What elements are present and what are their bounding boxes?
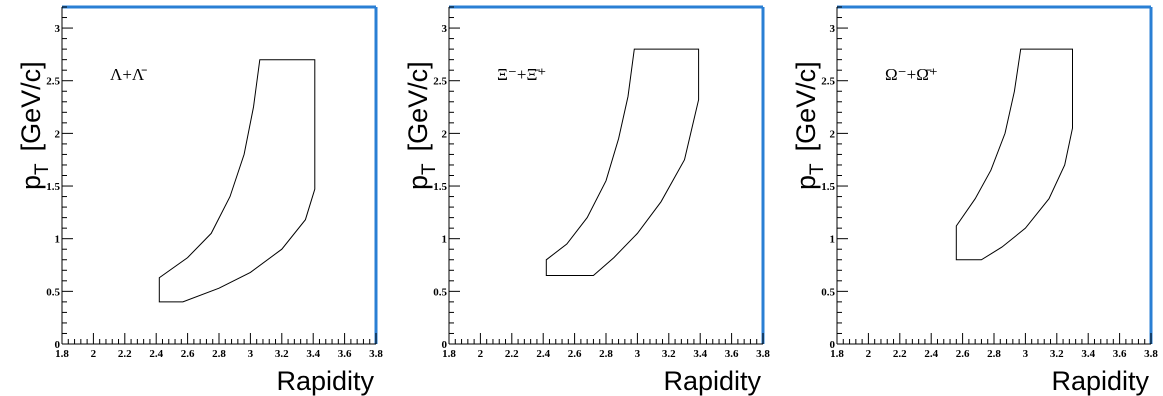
particle-label: Ω⁻+Ω̄⁺ <box>885 65 938 84</box>
panel-lambda: 1.8 2 2.2 2.4 2.6 2.8 3 3.2 3.4 3.6 3.8 0 0.5 1 1.5 2 2.… <box>0 0 388 396</box>
x-tick-label: 2 <box>478 348 484 360</box>
y-tick-label: 2 <box>442 128 448 140</box>
y-tick-label: 3 <box>55 23 61 35</box>
x-tick-label: 1.8 <box>442 348 456 360</box>
y-tick-label: 1 <box>55 234 61 246</box>
x-tick-label: 2.4 <box>536 348 550 360</box>
acceptance-region <box>158 59 316 303</box>
y-tick-label: 0.5 <box>46 286 60 298</box>
x-axis-title: Rapidity <box>1051 366 1149 396</box>
x-tick-label: 3 <box>635 348 641 360</box>
y-tick-label: 1.5 <box>46 181 60 193</box>
y-tick-label: 0 <box>830 339 836 351</box>
y-axis-title-sub: T <box>32 163 53 175</box>
y-tick-label: 1.5 <box>821 181 835 193</box>
x-axis-title: Rapidity <box>663 366 761 396</box>
x-tick-label: 2.6 <box>568 348 582 360</box>
x-tick-label: 2 <box>91 348 97 360</box>
x-tick-label: 2 <box>866 348 872 360</box>
chart-xi: 1.8 2 2.2 2.4 2.6 2.8 3 3.2 3.4 3.6 3.8 0 0.5 1 1.5 2 2.… <box>403 5 770 396</box>
y-tick-label: 2 <box>55 128 61 140</box>
x-tick-label: 3.4 <box>306 348 320 360</box>
x-tick-label: 2.2 <box>118 348 132 360</box>
chart-omega: 1.8 2 2.2 2.4 2.6 2.8 3 3.2 3.4 3.6 3.8 0 0.5 1 1.5 2 2.… <box>791 5 1158 396</box>
x-tick-label: 3.4 <box>1081 348 1095 360</box>
x-tick-label: 1.8 <box>830 348 844 360</box>
y-tick-label: 3 <box>830 23 836 35</box>
x-tick-label: 2.8 <box>599 348 613 360</box>
x-tick-label: 3.2 <box>275 348 289 360</box>
x-tick-label: 2.8 <box>212 348 226 360</box>
y-tick-label: 3 <box>442 23 448 35</box>
acceptance-region <box>545 48 700 276</box>
acceptance-region <box>955 48 1073 261</box>
y-axis-title: pT [GeV/c] <box>403 61 440 190</box>
x-tick-label: 2.4 <box>924 348 938 360</box>
y-axis-title-unit: [GeV/c] <box>791 61 821 151</box>
x-tick-label: 2.6 <box>181 348 195 360</box>
x-tick-label: 3.6 <box>1113 348 1127 360</box>
y-axis-title-sub: T <box>419 163 440 175</box>
y-tick-label: 1.5 <box>433 181 447 193</box>
x-tick-label: 3.6 <box>725 348 739 360</box>
y-axis-title: pT [GeV/c] <box>791 61 828 190</box>
particle-label: Λ+Λ̄ <box>110 65 147 84</box>
y-axis-title-unit: [GeV/c] <box>403 61 433 151</box>
y-axis-title-main: p <box>403 175 433 190</box>
y-tick-label: 2 <box>830 128 836 140</box>
y-tick-label: 1 <box>830 234 836 246</box>
y-axis-title-main: p <box>791 175 821 190</box>
y-axis-title-sub: T <box>807 163 828 175</box>
y-tick-label: 2.5 <box>821 76 835 88</box>
x-tick-label: 2.2 <box>505 348 519 360</box>
x-tick-label: 2.2 <box>893 348 907 360</box>
chart-lambda: 1.8 2 2.2 2.4 2.6 2.8 3 3.2 3.4 3.6 3.8 0 0.5 1 1.5 2 2.… <box>16 5 383 396</box>
x-tick-label: 3 <box>248 348 254 360</box>
x-tick-label: 3.8 <box>1144 348 1158 360</box>
x-tick-label: 3.2 <box>662 348 676 360</box>
panel-omega: 1.8 2 2.2 2.4 2.6 2.8 3 3.2 3.4 3.6 3.8 0 0.5 1 1.5 2 2.… <box>775 0 1163 396</box>
y-axis-title: pT [GeV/c] <box>16 61 53 190</box>
y-tick-label: 2.5 <box>433 76 447 88</box>
y-tick-label: 0.5 <box>433 286 447 298</box>
x-tick-label: 3.4 <box>693 348 707 360</box>
x-tick-label: 2.4 <box>149 348 163 360</box>
y-tick-label: 0 <box>442 339 448 351</box>
x-tick-label: 2.6 <box>956 348 970 360</box>
x-tick-label: 1.8 <box>55 348 69 360</box>
y-tick-label: 0.5 <box>821 286 835 298</box>
x-axis-title: Rapidity <box>276 366 374 396</box>
y-axis-title-main: p <box>16 175 46 190</box>
y-tick-label: 1 <box>442 234 448 246</box>
particle-label: Ξ⁻+Ξ̄⁺ <box>497 65 546 84</box>
x-tick-label: 3.6 <box>338 348 352 360</box>
y-axis-title-unit: [GeV/c] <box>16 61 46 151</box>
x-tick-label: 3.8 <box>369 348 383 360</box>
x-tick-label: 3 <box>1023 348 1029 360</box>
panel-xi: 1.8 2 2.2 2.4 2.6 2.8 3 3.2 3.4 3.6 3.8 0 0.5 1 1.5 2 2.… <box>387 0 775 396</box>
x-tick-label: 3.8 <box>756 348 770 360</box>
x-tick-label: 3.2 <box>1050 348 1064 360</box>
y-tick-label: 2.5 <box>46 76 60 88</box>
y-tick-label: 0 <box>55 339 61 351</box>
x-tick-label: 2.8 <box>987 348 1001 360</box>
